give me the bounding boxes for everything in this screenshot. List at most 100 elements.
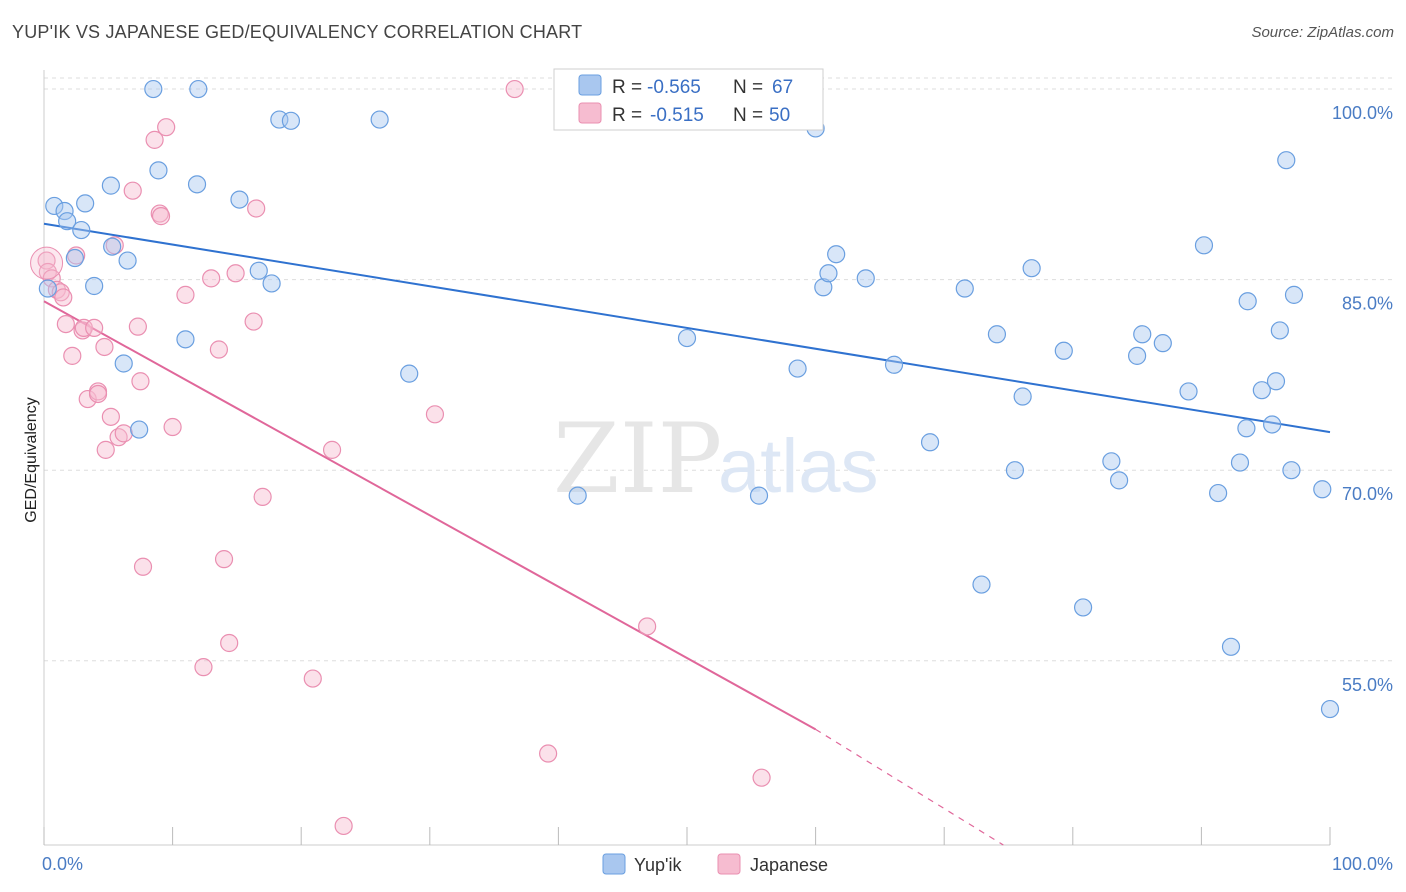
legend-swatch-japanese (578, 102, 602, 124)
chart-title: YUP'IK VS JAPANESE GED/EQUIVALENCY CORRE… (12, 22, 583, 42)
legend-n-value-japanese: 50 (769, 105, 790, 126)
point-yupik (118, 251, 137, 270)
point-japanese (425, 405, 445, 424)
legend-swatch-yupik (578, 74, 602, 96)
point-yupik (749, 486, 769, 505)
point-yupik (76, 194, 95, 213)
point-japanese (96, 440, 115, 459)
point-yupik (270, 110, 289, 129)
legend-r-value-yupik: -0.565 (647, 77, 701, 98)
point-yupik (1230, 453, 1250, 472)
point-japanese (114, 424, 133, 443)
point-yupik (230, 190, 249, 209)
point-japanese (56, 314, 75, 334)
legend-r-label-yupik: R = (612, 77, 642, 98)
point-japanese (85, 318, 104, 338)
point-japanese (638, 617, 657, 636)
y-axis-title: GED/Equivalency (23, 397, 40, 522)
point-yupik (72, 220, 91, 240)
point-yupik (1179, 382, 1198, 401)
point-yupik (1313, 480, 1332, 499)
trend-line-yupik (43, 222, 1331, 434)
point-japanese (194, 658, 213, 677)
point-japanese (539, 744, 558, 763)
watermark: ZIP atlas (553, 403, 879, 515)
point-japanese (133, 557, 153, 576)
point-yupik (103, 237, 122, 256)
point-yupik (370, 110, 389, 129)
point-yupik (38, 279, 57, 298)
point-yupik (187, 175, 207, 194)
point-japanese (123, 181, 142, 200)
legend-n-value-yupik: 67 (772, 77, 793, 98)
point-yupik (1133, 325, 1152, 344)
y-tick-labels: 55.0% 70.0% 85.0% 100.0% (1332, 103, 1393, 695)
point-yupik (1277, 151, 1296, 170)
point-yupik (1194, 236, 1214, 255)
point-yupik (1320, 699, 1340, 719)
point-yupik (568, 486, 587, 505)
point-yupik (281, 111, 301, 130)
point-japanese (88, 384, 108, 404)
point-yupik (1238, 292, 1257, 311)
point-japanese (220, 633, 239, 653)
legend-r-value-japanese: -0.515 (650, 105, 704, 126)
y-tick-label: 70.0% (1342, 484, 1393, 504)
point-yupik (1282, 461, 1301, 480)
point-yupik (189, 79, 208, 99)
point-yupik (1209, 483, 1228, 503)
point-japanese (226, 264, 245, 283)
bottom-legend: Yup'ik Japanese (602, 853, 828, 875)
y-tick-label: 100.0% (1332, 103, 1393, 123)
point-japanese (505, 79, 524, 99)
point-japanese (78, 389, 97, 409)
y-tick-label: 55.0% (1342, 675, 1393, 695)
point-yupik (788, 359, 807, 378)
point-yupik (262, 274, 281, 293)
point-japanese (244, 312, 263, 331)
point-yupik (1054, 341, 1073, 360)
point-yupik (1109, 471, 1129, 490)
point-japanese (334, 816, 353, 836)
bottom-legend-label-yupik: Yup'ik (634, 855, 682, 875)
point-japanese (303, 669, 322, 688)
point-japanese-cluster (30, 246, 64, 280)
bottom-legend-swatch-japanese (717, 853, 741, 875)
point-yupik (677, 328, 697, 348)
point-japanese (54, 288, 73, 307)
point-yupik (1153, 334, 1172, 353)
point-yupik (58, 212, 77, 231)
point-japanese (253, 487, 272, 506)
point-yupik (987, 325, 1007, 344)
point-yupik (1237, 419, 1256, 438)
bottom-legend-label-japanese: Japanese (750, 855, 828, 875)
point-yupik (1266, 372, 1286, 391)
point-yupik (827, 245, 846, 264)
point-japanese (145, 130, 164, 149)
point-japanese (209, 340, 228, 359)
point-yupik (144, 79, 163, 99)
grid-lines (44, 77, 1392, 662)
point-japanese (74, 318, 93, 338)
point-yupik (972, 575, 991, 594)
point-japanese (128, 317, 147, 336)
point-japanese (151, 207, 171, 226)
point-yupik (101, 176, 120, 195)
legend-r-label-japanese: R = (612, 105, 642, 126)
point-yupik (1284, 285, 1304, 304)
legend-n-label-japanese: N = (733, 105, 763, 126)
point-japanese (202, 269, 221, 288)
point-yupik (819, 264, 838, 283)
point-japanese (63, 346, 82, 365)
point-yupik (814, 278, 833, 297)
point-yupik (1127, 346, 1147, 365)
point-yupik (1221, 637, 1241, 656)
point-yupik (856, 269, 875, 288)
point-japanese (95, 337, 114, 357)
point-yupik (1263, 415, 1282, 434)
point-yupik (176, 330, 195, 349)
point-yupik (884, 355, 904, 374)
source-credit: Source: ZipAtlas.com (1251, 24, 1394, 41)
legend-box: R = -0.565 N = 67 R = -0.515 N = 50 (553, 68, 824, 131)
